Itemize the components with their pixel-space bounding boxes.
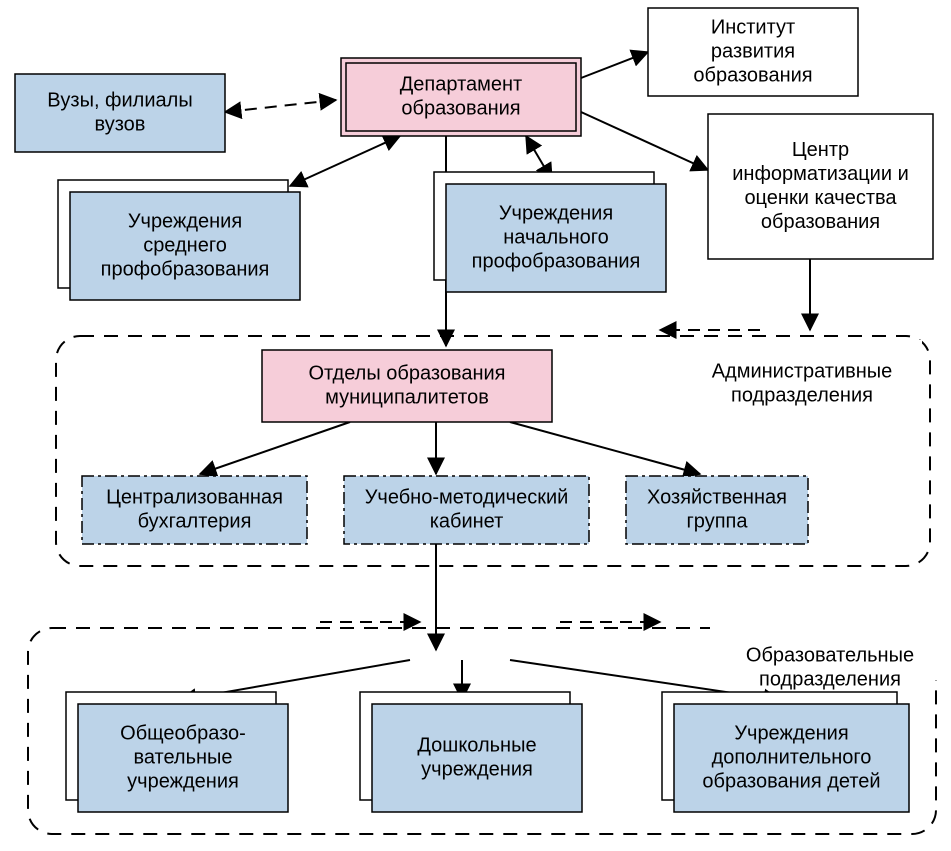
- edge-0: [225, 100, 336, 112]
- edge-2: [581, 112, 708, 170]
- node-sch: Общеобразо-вательныеучреждения: [66, 692, 288, 812]
- node-munic: Отделы образованиямуниципалитетов: [262, 350, 552, 422]
- node-label-sch: Общеобразо-: [120, 722, 246, 744]
- node-label-munic: муниципалитетов: [325, 386, 489, 408]
- node-vuz: Вузы, филиалывузов: [15, 74, 225, 152]
- node-label-vuz: вузов: [95, 113, 146, 135]
- node-label-inst: Институт: [711, 16, 795, 38]
- node-label-dou: Дошкольные: [417, 734, 536, 756]
- node-spo: Учреждениясреднегопрофобразования: [58, 180, 300, 300]
- node-label-dept: Департамент: [400, 73, 522, 95]
- group-label-edu: подразделения: [759, 668, 901, 690]
- node-label-sch: учреждения: [127, 770, 239, 792]
- node-buh: Централизованнаябухгалтерия: [82, 476, 307, 544]
- node-label-umk: кабинет: [430, 510, 504, 532]
- node-label-centr: Центр: [792, 139, 849, 161]
- node-label-sch: вательные: [133, 746, 232, 768]
- node-label-centr: информатизации и: [732, 163, 909, 185]
- edge-1: [581, 52, 648, 78]
- edge-3: [290, 136, 400, 186]
- node-label-munic: Отделы образования: [308, 362, 505, 384]
- node-label-npo: профобразования: [472, 250, 641, 272]
- node-label-dou: учреждения: [421, 758, 533, 780]
- node-inst: Институтразвитияобразования: [648, 8, 858, 96]
- node-dou: Дошкольныеучреждения: [360, 692, 582, 812]
- edge-8: [200, 422, 350, 474]
- node-dop: Учреждениядополнительногообразования дет…: [662, 692, 909, 812]
- node-label-vuz: Вузы, филиалы: [47, 89, 192, 111]
- node-label-npo: Учреждения: [499, 202, 613, 224]
- node-label-centr: оценки качества: [744, 187, 897, 209]
- node-label-spo: профобразования: [101, 258, 270, 280]
- node-label-inst: развития: [711, 40, 795, 62]
- node-dept: Департаментобразования: [341, 58, 581, 136]
- node-label-hoz: группа: [687, 510, 749, 532]
- node-label-hoz: Хозяйственная: [647, 486, 787, 508]
- node-centr: Центринформатизации иоценки качестваобра…: [708, 114, 933, 259]
- node-label-umk: Учебно-методический: [365, 486, 569, 508]
- node-npo: Учрежденияначальногопрофобразования: [434, 172, 666, 292]
- node-label-inst: образования: [693, 64, 812, 86]
- node-label-npo: начального: [503, 226, 609, 248]
- node-label-spo: Учреждения: [128, 210, 242, 232]
- node-hoz: Хозяйственнаягруппа: [626, 476, 808, 544]
- node-label-dop: дополнительного: [712, 746, 872, 768]
- node-label-dept: образования: [401, 97, 520, 119]
- edge-10: [510, 422, 700, 474]
- node-label-spo: среднего: [143, 234, 227, 256]
- node-umk: Учебно-методическийкабинет: [344, 476, 589, 544]
- group-label-admin: Административные: [712, 360, 893, 382]
- group-label-admin: подразделения: [731, 384, 873, 406]
- group-label-edu: Образовательные: [746, 644, 914, 666]
- node-label-centr: образования: [761, 211, 880, 233]
- node-label-dop: Учреждения: [734, 722, 848, 744]
- org-diagram: АдминистративныеподразделенияОбразовател…: [0, 0, 951, 851]
- node-label-buh: Централизованная: [106, 486, 283, 508]
- node-label-dop: образования детей: [702, 770, 880, 792]
- node-label-buh: бухгалтерия: [138, 510, 252, 532]
